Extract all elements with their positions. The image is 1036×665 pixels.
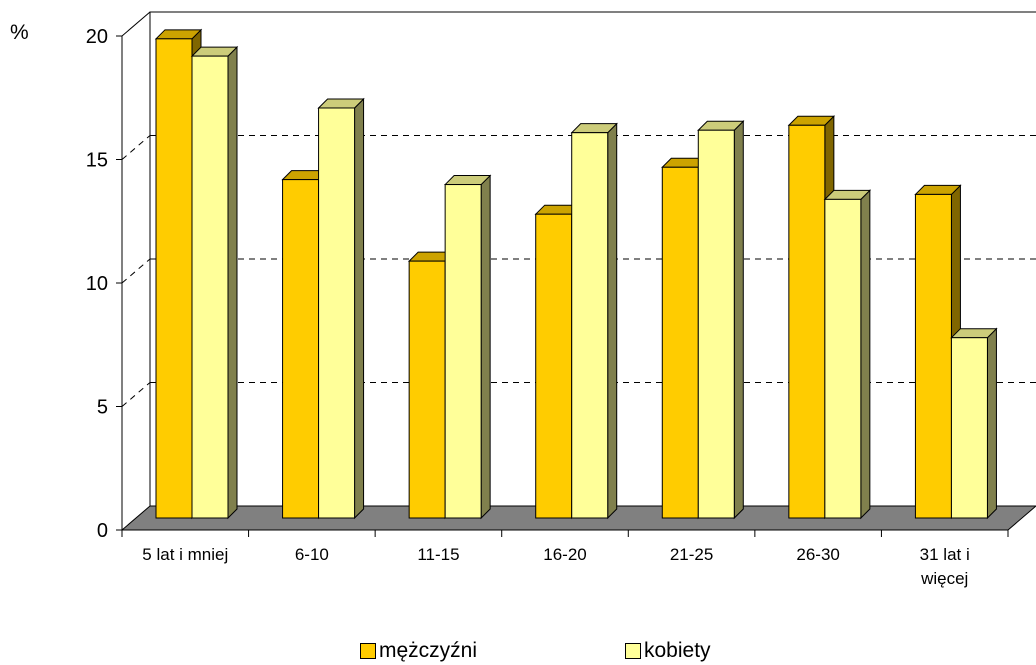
bar-front [697, 129, 735, 519]
y-axis-top-edge [121, 11, 151, 37]
bar-front [950, 337, 988, 519]
bar-front [914, 193, 952, 519]
bar-men [787, 115, 836, 520]
y-axis-label: % [10, 21, 29, 44]
bar-men [914, 184, 962, 520]
x-tick-label: 11-15 [417, 545, 459, 564]
x-tick-label: 26-30 [796, 545, 839, 564]
bar-front [408, 260, 446, 519]
bar-front [318, 107, 356, 519]
bar-side [733, 120, 744, 520]
x-tick-label: 16-20 [543, 545, 586, 564]
x-tick-label: 6-10 [295, 545, 329, 564]
bar-women [190, 45, 239, 520]
x-tick-label: 5 lat i mniej [142, 545, 228, 564]
legend-label-men: mężczyźni [379, 639, 478, 662]
bar-side [227, 45, 238, 520]
y-tick-label: 0 [97, 520, 108, 542]
x-tick-label: 21-25 [670, 545, 713, 564]
bar-side [354, 97, 365, 520]
bar-women [823, 189, 872, 520]
bar-front [571, 132, 609, 519]
gridline-side [121, 258, 151, 284]
bar-side [480, 174, 491, 520]
bar-men [534, 203, 582, 520]
bar-women [570, 122, 618, 520]
bar-side [607, 122, 618, 520]
gridline-side [121, 382, 151, 407]
bar-front [661, 166, 699, 519]
x-tick-label: 31 lat i więcej [920, 545, 970, 588]
bar-front [535, 213, 573, 519]
bar-front [444, 184, 482, 519]
legend-item-men: mężczyźni [360, 639, 477, 663]
bar-front [191, 55, 229, 519]
bar-front [155, 38, 193, 519]
bar-women [697, 120, 745, 520]
bar-women [443, 174, 492, 520]
legend-swatch-men [360, 643, 376, 659]
legend-label-women: kobiety [644, 639, 711, 662]
gridline-side [121, 135, 151, 160]
legend-item-women: kobiety [625, 639, 711, 663]
bar-side [860, 189, 871, 520]
y-tick-label: 20 [86, 26, 108, 48]
legend-swatch-women [625, 643, 641, 659]
bar-front [788, 124, 826, 519]
bar-women [317, 97, 365, 520]
bar-front [282, 179, 320, 519]
bar-front [824, 198, 862, 519]
bar-women [950, 327, 998, 520]
bar-side [986, 327, 997, 520]
y-tick-label: 15 [86, 150, 108, 172]
y-tick-label: 5 [97, 397, 108, 419]
y-tick-label: 10 [86, 273, 108, 295]
